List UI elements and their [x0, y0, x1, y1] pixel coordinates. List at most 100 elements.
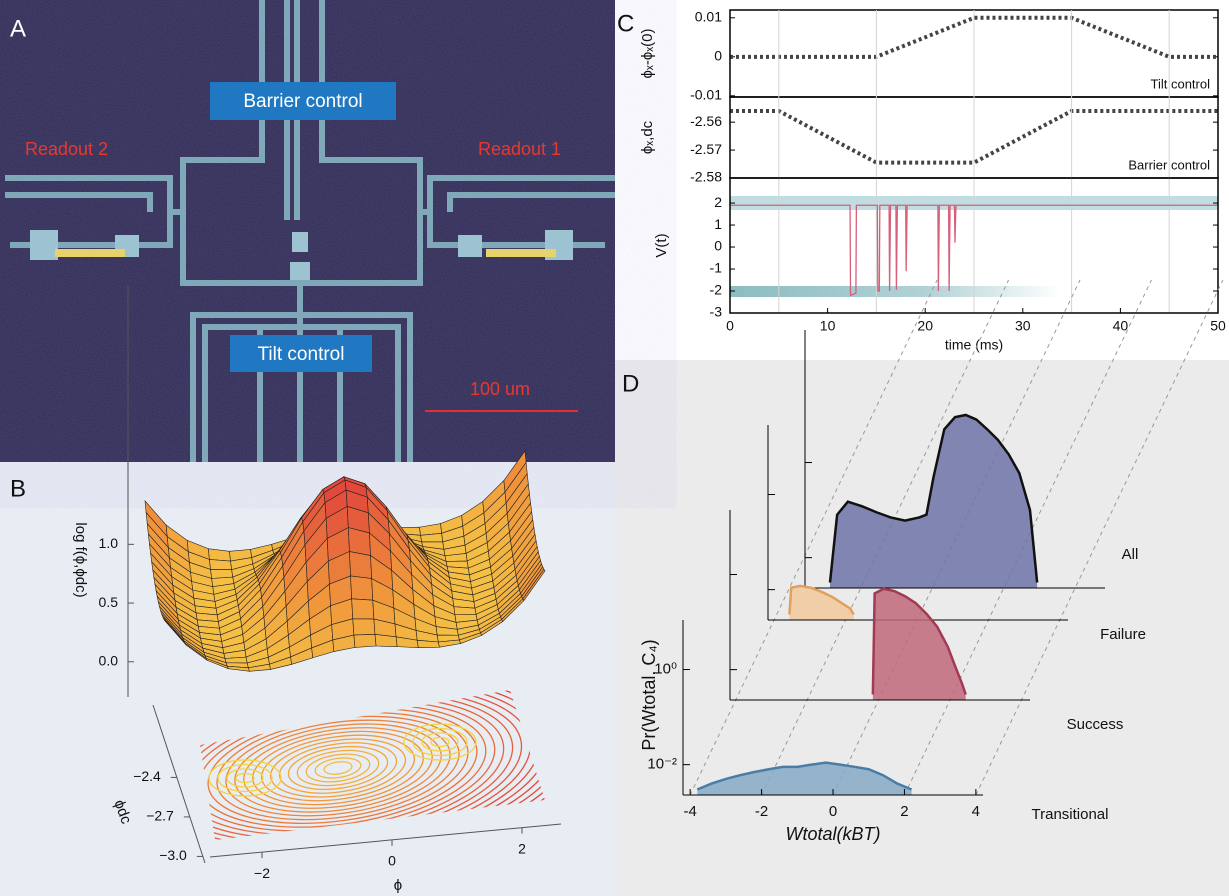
x-tick-label: 2 — [900, 803, 908, 820]
hist-fill — [872, 588, 966, 700]
data-line — [730, 108, 1218, 165]
surface-facet — [224, 656, 248, 664]
surface-facet — [453, 606, 477, 616]
y-tick-label: -1 — [710, 260, 723, 276]
contour-line — [287, 745, 389, 791]
y-tick-label: −2.7 — [146, 808, 174, 824]
contour-line — [208, 759, 282, 797]
y-tick-label: 10⁰ — [654, 660, 677, 677]
x-axis-label: time (ms) — [945, 337, 1003, 353]
contour-line — [403, 723, 477, 761]
surface-facet — [209, 559, 233, 570]
series-label: All — [1122, 546, 1139, 563]
guide-line — [832, 279, 1081, 796]
micrograph — [0, 0, 615, 462]
x-axis — [209, 823, 562, 858]
x-tick-label: 0 — [829, 803, 837, 820]
y-tick-label: −2.4 — [133, 768, 161, 784]
y-tick-label: −3.0 — [159, 847, 187, 863]
hist-outline — [788, 584, 855, 616]
panel-label: B — [10, 475, 26, 502]
readout-label: Readout 2 — [25, 139, 108, 159]
x-tick-label: 20 — [917, 318, 933, 334]
z-tick-label: 0.5 — [99, 594, 119, 610]
y-tick-label: -2.57 — [690, 141, 722, 157]
contour-line — [412, 727, 468, 757]
contour-line — [235, 772, 255, 784]
surface-facet — [352, 618, 376, 636]
x-tick-label: -2 — [755, 803, 768, 820]
surface-facet — [351, 598, 375, 620]
y-tick-label: 0 — [714, 238, 722, 254]
contour-line — [226, 768, 264, 788]
plot-frame — [729, 177, 1219, 314]
hist-fill — [789, 585, 854, 620]
x-axis-label: Wtotal(kBT) — [785, 824, 880, 844]
y-tick-label: 0 — [714, 48, 722, 64]
y-tick-label: -2.58 — [690, 169, 722, 185]
y-axis-label: V(t) — [653, 233, 670, 257]
contour-line — [217, 763, 273, 793]
tilt-label: Tilt control — [258, 344, 345, 365]
data-line — [730, 204, 1218, 297]
data-line — [730, 15, 1218, 59]
annotation: Tilt control — [1151, 76, 1211, 91]
hist-fill — [830, 414, 1038, 588]
surface-facet — [522, 568, 546, 602]
guide-line — [689, 279, 938, 796]
contour-line — [234, 723, 442, 813]
contour-line — [278, 742, 398, 794]
surface-facet — [349, 551, 372, 579]
hist-outline — [696, 761, 913, 791]
panel-label: C — [617, 10, 634, 37]
y-tick-label: -2.56 — [690, 113, 722, 129]
y-tick-label: -2 — [710, 282, 723, 298]
y-axis — [152, 704, 206, 864]
series-label: Success — [1067, 716, 1124, 733]
contour-line — [323, 761, 353, 775]
series-label: Transitional — [1032, 806, 1109, 823]
surface-facet — [350, 575, 374, 601]
z-axis-label: log f(ϕ,ϕdc) — [72, 522, 89, 597]
x-tick-label: 40 — [1113, 318, 1129, 334]
x-tick-label: 30 — [1015, 318, 1031, 334]
contour-line — [421, 732, 459, 752]
panel-label: A — [10, 15, 26, 42]
y-tick-label: 2 — [714, 194, 722, 210]
contour-line — [260, 734, 416, 802]
y-tick-label: 1 — [714, 216, 722, 232]
y-tick-label: 10⁻² — [647, 756, 677, 773]
surface-facet — [353, 634, 377, 648]
density-band — [730, 286, 1060, 297]
series-label: Failure — [1100, 626, 1146, 643]
contour-line — [305, 753, 371, 783]
scale-bar-label: 100 um — [470, 379, 530, 399]
y-axis-label: ϕₓ,dc — [639, 120, 656, 154]
x-tick-label: 2 — [518, 840, 526, 856]
x-tick-label: 50 — [1210, 318, 1226, 334]
contour-line — [296, 749, 380, 787]
hist-outline — [871, 587, 967, 695]
surface — [144, 450, 546, 672]
y-tick-label: -3 — [710, 304, 723, 320]
x-tick-label: 0 — [388, 853, 396, 869]
y-axis-label: ϕₓ-ϕₓ(0) — [639, 29, 656, 79]
readout-label: Readout 1 — [478, 139, 561, 159]
guide-line — [761, 279, 1010, 796]
x-axis-label: ϕ — [394, 877, 402, 894]
y-tick-label: 0.01 — [695, 9, 722, 25]
x-tick-label: 0 — [726, 318, 734, 334]
contour-line — [430, 736, 450, 748]
panel-label: D — [622, 370, 639, 397]
z-tick-label: 1.0 — [99, 535, 119, 551]
contour-line — [314, 757, 362, 779]
x-tick-label: 4 — [972, 803, 980, 820]
hist-outline — [828, 413, 1039, 583]
guide-line — [975, 279, 1224, 796]
y-tick-label: -0.01 — [690, 87, 722, 103]
hist-fill — [697, 762, 912, 795]
z-tick-label: 0.0 — [99, 652, 119, 668]
x-tick-label: -4 — [683, 803, 696, 820]
y-axis-label: Pr(Wtotal, C₄) — [639, 639, 659, 750]
